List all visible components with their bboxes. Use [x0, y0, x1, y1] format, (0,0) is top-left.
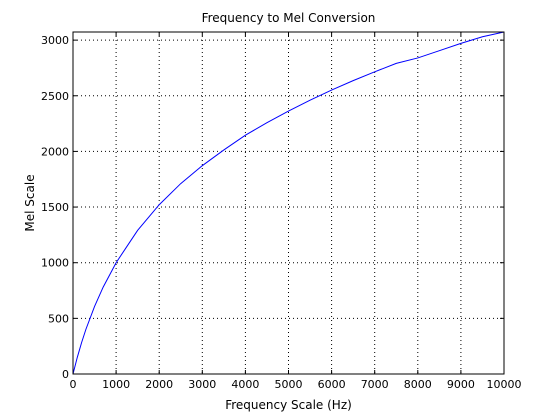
y-tick-label: 1000 [41, 257, 69, 270]
y-tick-label: 3000 [41, 34, 69, 47]
x-tick-label: 8000 [404, 378, 432, 391]
plot-area [73, 32, 504, 374]
x-tick-label: 0 [70, 378, 77, 391]
y-tick-label: 2500 [41, 90, 69, 103]
y-tick-label: 0 [62, 368, 69, 381]
chart-title: Frequency to Mel Conversion [202, 11, 376, 25]
x-tick-label: 9000 [447, 378, 475, 391]
series [72, 31, 505, 375]
x-tick-label: 10000 [487, 378, 522, 391]
plot-border [72, 31, 505, 375]
y-tick-label: 2000 [41, 145, 69, 158]
ticks: 0 1000 2000 3000 4000 5000 6000 7000 8000 9000 100… [41, 32, 522, 391]
x-axis-label: Frequency Scale (Hz) [225, 398, 352, 412]
x-tick-label: 6000 [318, 378, 346, 391]
y-tick-label: 1500 [41, 201, 69, 214]
y-tick-label: 500 [48, 312, 69, 325]
x-tick-label: 3000 [188, 378, 216, 391]
x-tick-label: 7000 [361, 378, 389, 391]
series-line [72, 31, 505, 375]
x-tick-label: 1000 [102, 378, 130, 391]
x-tick-label: 4000 [231, 378, 259, 391]
x-tick-label: 5000 [275, 378, 303, 391]
y-axis-label: Mel Scale [23, 174, 37, 231]
x-tick-label: 2000 [145, 378, 173, 391]
grid [73, 32, 504, 374]
